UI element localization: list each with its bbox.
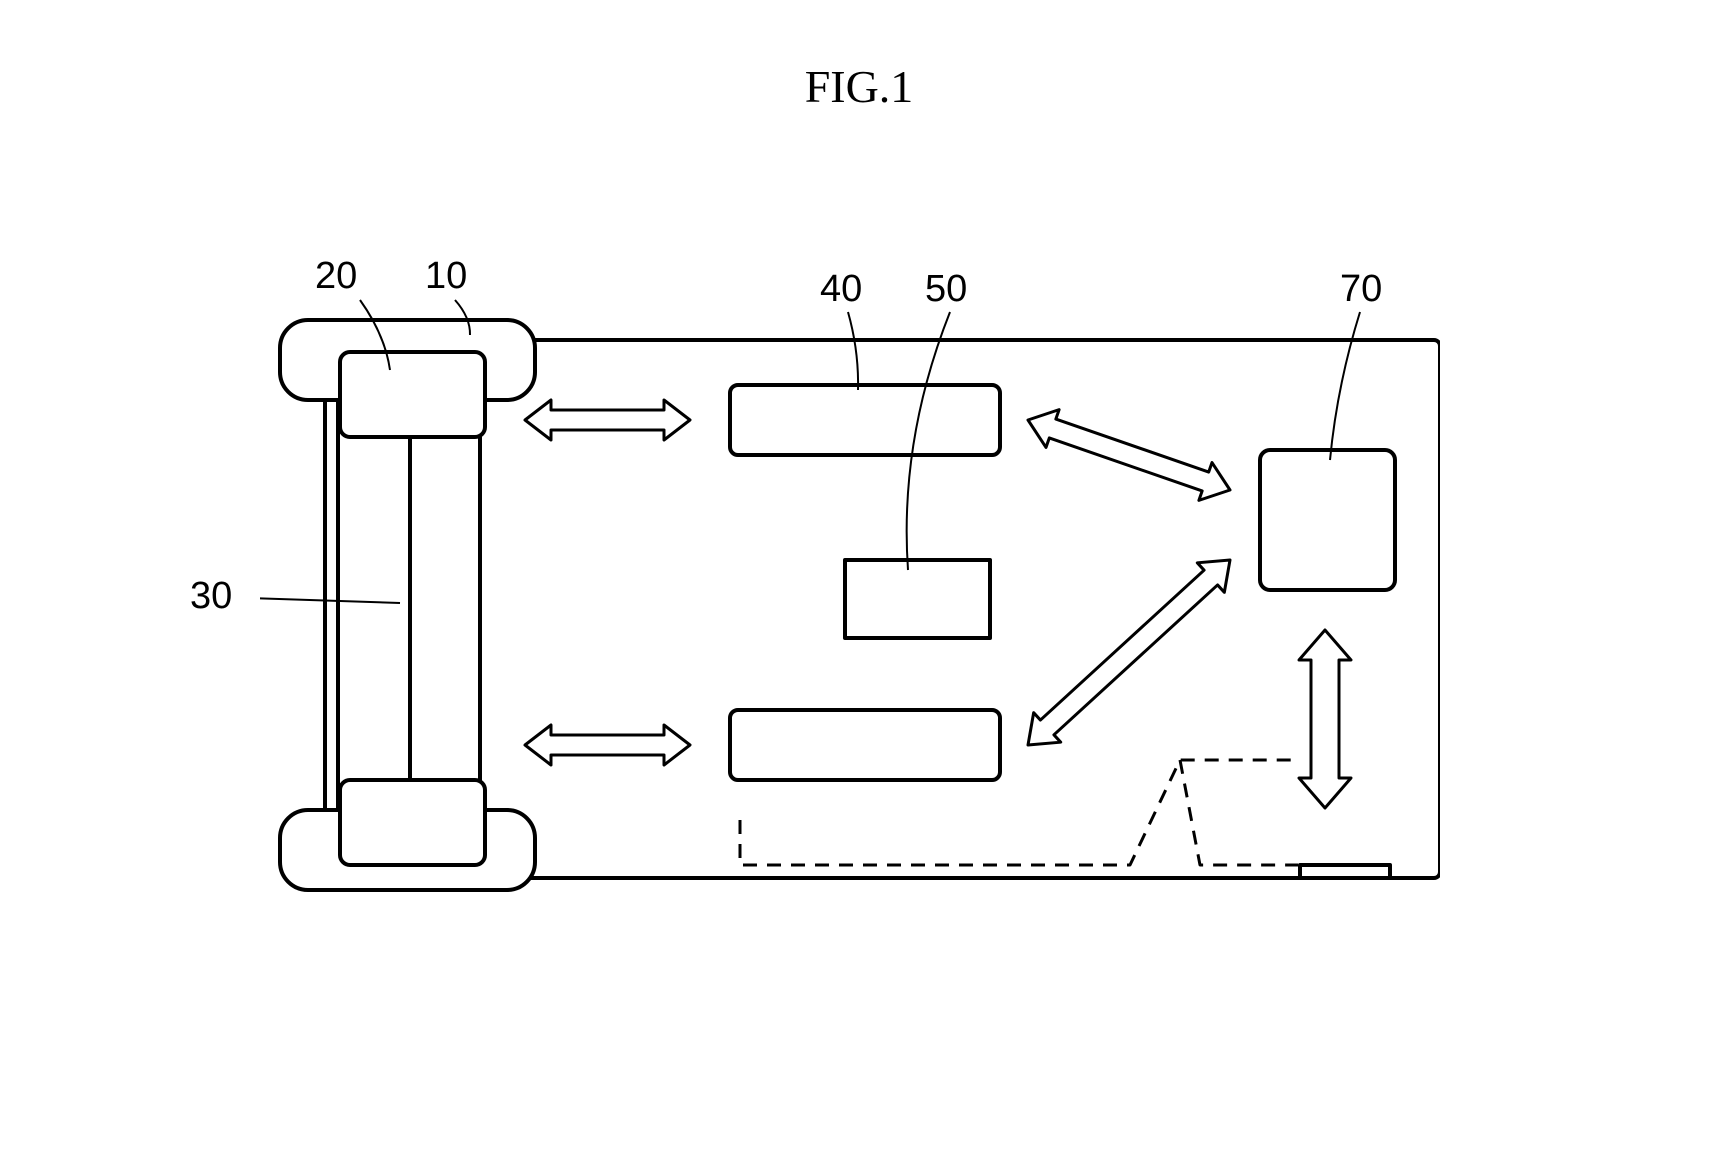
label-40: 40: [820, 268, 862, 311]
diagram-container: 10 20 30 40 50 70: [260, 280, 1440, 880]
diagram-svg: [260, 280, 1440, 930]
label-50: 50: [925, 268, 967, 311]
label-10: 10: [425, 255, 467, 298]
label-30: 30: [190, 575, 232, 618]
label-20: 20: [315, 255, 357, 298]
label-70: 70: [1340, 268, 1382, 311]
figure-title: FIG.1: [805, 60, 914, 113]
